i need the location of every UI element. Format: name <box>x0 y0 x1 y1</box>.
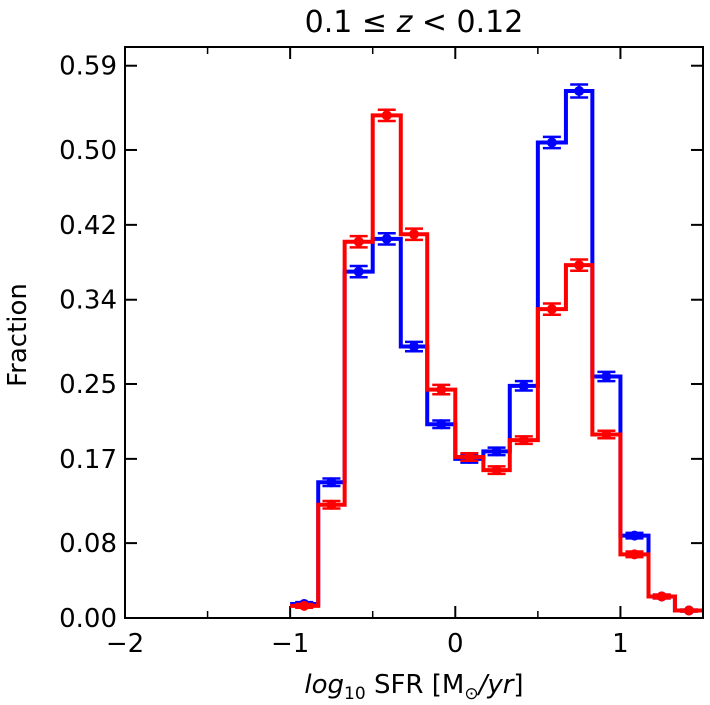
data-point <box>629 530 640 541</box>
x-axis-title: log10 SFR [M⊙/yr] <box>304 670 523 704</box>
x-axis-title-sun-symbol: ⊙ <box>464 684 478 704</box>
chart-title-prefix: 0.1 ≤ <box>305 5 397 40</box>
y-tick-label: 0.59 <box>59 52 117 82</box>
x-axis-title-slash: / <box>477 670 491 700</box>
y-tick-label: 0.42 <box>59 211 117 241</box>
x-axis-title-end: ] <box>513 670 523 700</box>
axis-ticks <box>124 47 703 619</box>
chart-title-suffix: < 0.12 <box>412 5 523 40</box>
plot-frame <box>124 46 704 619</box>
data-point <box>381 233 392 244</box>
data-point <box>409 229 419 240</box>
tick-labels: −2 −1 0 1 0.00 0.08 0.17 0.25 0.34 0.42 0.50 0.59 <box>59 52 629 659</box>
data-point <box>464 451 475 462</box>
series-layer <box>290 83 703 616</box>
data-point <box>518 435 529 446</box>
data-point <box>409 341 419 352</box>
y-tick-label: 0.50 <box>59 136 117 166</box>
y-tick-label: 0.08 <box>59 529 117 559</box>
data-point <box>299 600 310 611</box>
x-tick-label: 1 <box>612 629 629 659</box>
data-point <box>353 236 364 247</box>
y-tick-label: 0.25 <box>59 370 117 400</box>
data-point <box>656 591 667 602</box>
x-axis-title-sfr: SFR [M <box>366 670 465 700</box>
data-point <box>491 465 502 476</box>
data-point <box>326 477 337 488</box>
data-point <box>326 499 337 510</box>
data-point <box>353 266 364 277</box>
data-point <box>436 419 447 430</box>
x-axis-title-log: log <box>304 670 344 700</box>
y-tick-label: 0.00 <box>59 604 117 634</box>
data-point <box>601 371 612 382</box>
data-point <box>381 110 392 121</box>
data-point <box>601 429 612 440</box>
chart-title-variable: z <box>396 5 414 40</box>
x-tick-label: 0 <box>447 629 464 659</box>
y-tick-label: 0.17 <box>59 445 117 475</box>
data-point <box>546 304 557 315</box>
x-tick-label: −2 <box>106 629 144 659</box>
x-axis-title-unit: yr <box>486 670 515 700</box>
data-point <box>683 605 694 616</box>
y-axis-title: Fraction <box>3 283 33 387</box>
data-point <box>491 446 502 457</box>
data-point <box>574 260 585 271</box>
data-point <box>629 549 640 560</box>
chart-title: 0.1 ≤ z < 0.12 <box>305 5 524 40</box>
y-tick-label: 0.34 <box>59 286 117 316</box>
data-point <box>546 137 557 148</box>
data-point <box>436 384 447 395</box>
x-axis-title-log-base: 10 <box>344 684 366 704</box>
data-point <box>574 85 585 96</box>
data-point <box>518 380 529 391</box>
series-red <box>290 108 703 616</box>
series-blue <box>290 83 703 616</box>
x-tick-label: −1 <box>271 629 309 659</box>
